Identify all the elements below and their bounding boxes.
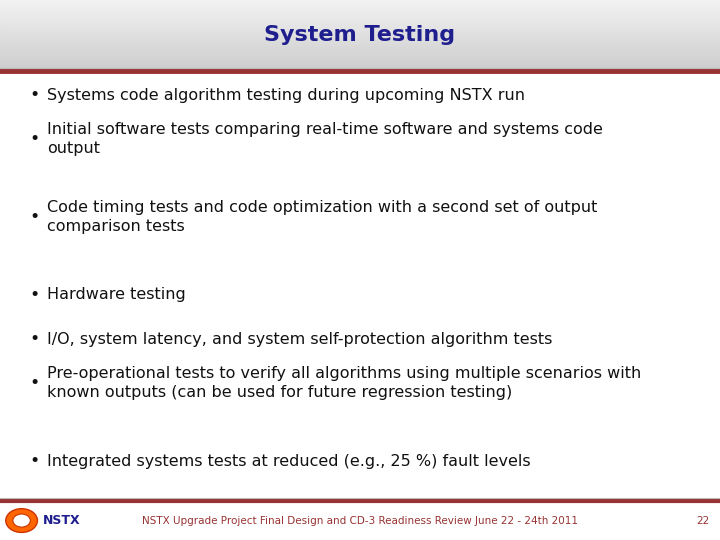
Bar [0,29,720,30]
Bar [0,5,720,7]
Text: NSTX Upgrade Project Final Design and CD-3 Readiness Review June 22 - 24th 2011: NSTX Upgrade Project Final Design and CD… [142,516,578,525]
Text: NSTX: NSTX [43,514,81,527]
Text: •: • [30,130,40,148]
Text: •: • [30,452,40,470]
Text: •: • [30,286,40,304]
Text: Code timing tests and code optimization with a second set of output
comparison t: Code timing tests and code optimization … [47,200,597,234]
Bar [0,66,720,68]
Bar [0,55,720,57]
Bar [0,26,720,29]
Bar [0,32,720,34]
Text: •: • [30,330,40,348]
Bar [0,4,720,5]
Text: •: • [30,86,40,104]
Text: Hardware testing: Hardware testing [47,287,186,302]
Bar [0,50,720,52]
Bar [0,14,720,16]
Bar [0,12,720,14]
Bar [0,48,720,50]
Bar [0,11,720,12]
Bar [0,16,720,18]
Bar [0,2,720,4]
Bar [0,30,720,32]
Bar [0,39,720,41]
Bar [0,34,720,36]
Bar [0,59,720,60]
Circle shape [6,509,37,532]
Bar [0,25,720,26]
Bar [0,36,720,37]
Bar [0,60,720,62]
Text: Integrated systems tests at reduced (e.g., 25 %) fault levels: Integrated systems tests at reduced (e.g… [47,454,531,469]
Bar [0,62,720,64]
Text: 22: 22 [696,516,709,525]
Bar [0,41,720,43]
Bar [0,37,720,39]
Bar [0,53,720,55]
Bar [0,52,720,53]
Bar [0,57,720,59]
Text: •: • [30,374,40,393]
Bar [0,7,720,9]
Bar [0,46,720,48]
Bar [0,0,720,2]
Bar [0,45,720,46]
Text: Systems code algorithm testing during upcoming NSTX run: Systems code algorithm testing during up… [47,87,525,103]
Text: System Testing: System Testing [264,25,456,45]
Bar [0,68,720,70]
Text: Initial software tests comparing real-time software and systems code
output: Initial software tests comparing real-ti… [47,122,603,157]
Bar [0,64,720,66]
Bar [0,70,720,71]
Text: Pre-operational tests to verify all algorithms using multiple scenarios with
kno: Pre-operational tests to verify all algo… [47,366,641,401]
Text: I/O, system latency, and system self-protection algorithm tests: I/O, system latency, and system self-pro… [47,332,552,347]
Bar [0,9,720,11]
Bar [0,22,720,23]
Circle shape [13,514,30,527]
Bar [0,18,720,19]
Bar [0,19,720,22]
Bar [0,23,720,25]
Bar [0,43,720,45]
Text: •: • [30,208,40,226]
